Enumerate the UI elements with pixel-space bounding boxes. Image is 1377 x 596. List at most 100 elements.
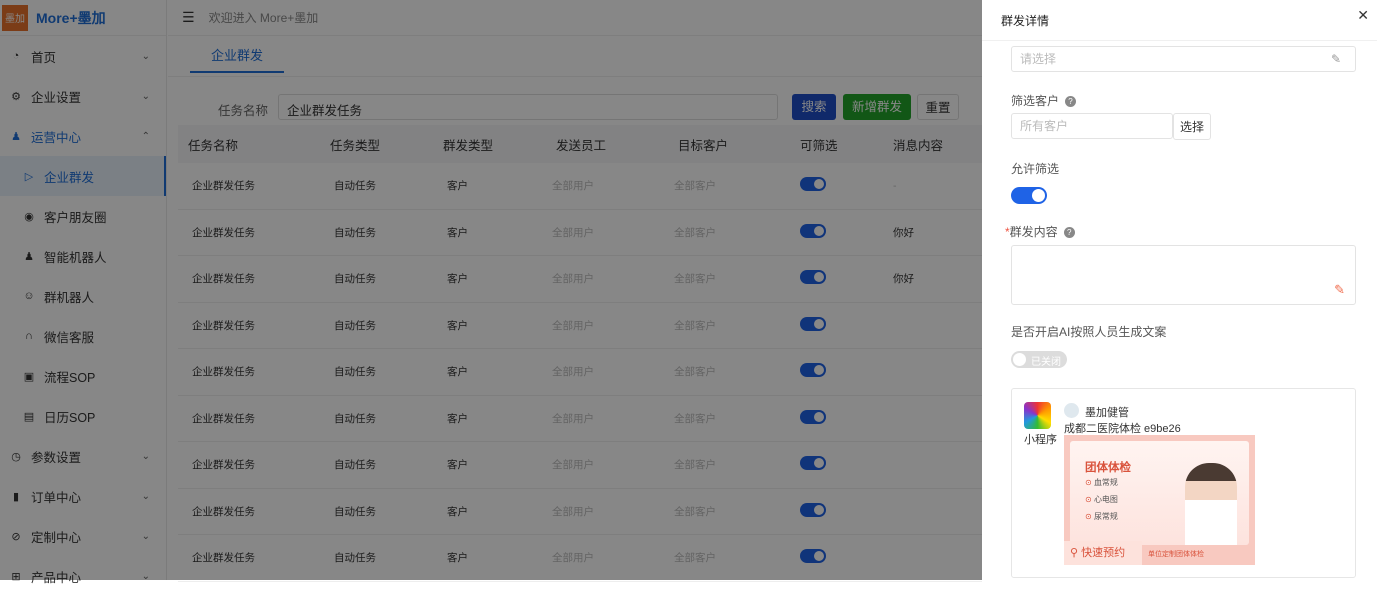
table-cell: 自动任务	[334, 273, 376, 286]
filter-switch[interactable]	[800, 502, 826, 517]
chevron-icon: ⌄	[141, 570, 150, 582]
welcome-text: 欢迎进入 More+墨加	[208, 11, 319, 25]
magic-wand-icon[interactable]: ✎	[1334, 282, 1345, 297]
help-icon[interactable]: ?	[1063, 227, 1075, 238]
sidebar-item-8[interactable]: ▣ 流程SOP	[0, 356, 166, 396]
miniprogram-icon	[1024, 402, 1051, 429]
add-mass-send-button[interactable]: 新增群发	[843, 94, 911, 120]
filter-switch[interactable]	[800, 316, 826, 331]
chevron-icon: ⌄	[141, 450, 150, 462]
table-cell: 全部用户	[552, 180, 594, 193]
android-icon: ♟	[24, 250, 34, 263]
table-cell: 全部用户	[552, 226, 594, 239]
sidebar-item-12[interactable]: ⊘ 定制中心 ⌄	[0, 516, 166, 556]
table-cell: 客户	[447, 412, 468, 425]
filter-cell	[790, 270, 883, 287]
doctor-image	[1185, 463, 1237, 545]
check-circle-icon: ⊙	[1085, 478, 1092, 487]
content-textarea[interactable]: ✎	[1011, 245, 1356, 305]
chevron-icon: ⌄	[141, 50, 150, 62]
app-title: More+墨加	[36, 9, 106, 26]
close-icon[interactable]: ✕	[1357, 7, 1369, 23]
filter-switch[interactable]	[800, 223, 826, 238]
table-cell: 自动任务	[334, 459, 376, 472]
sidebar-item-label: 日历SOP	[44, 410, 96, 425]
filter-switch[interactable]	[800, 270, 826, 285]
sidebar-item-9[interactable]: ▤ 日历SOP	[0, 396, 166, 436]
table-cell: 全部用户	[552, 412, 594, 425]
search-button[interactable]: 搜索	[792, 94, 836, 120]
table-cell: 自动任务	[334, 180, 376, 193]
sidebar-item-label: 定制中心	[31, 530, 82, 545]
filter-switch[interactable]	[800, 363, 826, 378]
table-row: 企业群发任务 自动任务 客户 全部用户 全部客户	[178, 349, 982, 396]
banner-item: ⊙ 血常规	[1085, 477, 1118, 488]
modal-overlay[interactable]	[0, 0, 982, 580]
table-cell: 客户	[447, 319, 468, 332]
sidebar-item-label: 群机器人	[44, 290, 95, 305]
search-bar: 任务名称 企业群发任务 搜索 新增群发 重置	[178, 94, 978, 120]
table-cell: 客户	[447, 366, 468, 379]
column-header: 目标客户	[678, 138, 729, 153]
filter-cell	[790, 409, 883, 427]
select-input[interactable]: 请选择 ✎	[1011, 46, 1356, 72]
sidebar-item-0[interactable]: ◔ 首页 ⌄	[0, 36, 166, 76]
table-cell: 自动任务	[334, 552, 376, 565]
book-now-button: ⚲ 快速预约	[1064, 541, 1142, 565]
table-row: 企业群发任务 自动任务 客户 全部用户 全部客户	[178, 442, 982, 489]
table-cell: 全部用户	[552, 319, 594, 332]
sidebar-item-6[interactable]: ☺ 群机器人	[0, 276, 166, 316]
allow-filter-label: 允许筛选	[1011, 162, 1060, 176]
sidebar-item-5[interactable]: ♟ 智能机器人	[0, 236, 166, 276]
sidebar-item-label: 微信客服	[44, 330, 95, 345]
table-cell: 全部客户	[674, 319, 716, 332]
filter-customer-input[interactable]: 所有客户	[1011, 113, 1173, 139]
tab-mass-send[interactable]: 企业群发	[190, 37, 284, 73]
task-name-label: 任务名称	[218, 104, 269, 118]
table-cell: 企业群发任务	[192, 505, 255, 518]
book-now-text: 快速预约	[1081, 547, 1126, 559]
headset-icon: ∩	[25, 330, 33, 342]
sidebar-item-label: 首页	[31, 50, 57, 65]
sidebar-item-10[interactable]: ◷ 参数设置 ⌄	[0, 436, 166, 476]
filter-switch[interactable]	[800, 177, 826, 192]
detail-drawer: 群发详情 ✕ 请选择 ✎ 筛选客户? 所有客户 选择 允许筛选 *群发内容? ✎…	[982, 0, 1377, 580]
topbar: ☰ 欢迎进入 More+墨加	[168, 0, 1377, 36]
filter-switch[interactable]	[800, 409, 826, 424]
sidebar-item-1[interactable]: ⚙ 企业设置 ⌄	[0, 76, 166, 116]
menu-fold-icon[interactable]: ☰	[182, 9, 195, 25]
compass-icon: ⊘	[11, 530, 21, 543]
dashboard-icon: ◔	[12, 50, 20, 62]
table-row: 企业群发任务 自动任务 客户 全部用户 全部客户 你好	[178, 210, 982, 256]
filter-switch[interactable]	[800, 456, 826, 471]
sidebar-item-3[interactable]: ▷ 企业群发	[0, 156, 166, 196]
filter-cell	[790, 223, 883, 241]
allow-filter-switch[interactable]	[1011, 187, 1047, 204]
task-name-input[interactable]: 企业群发任务	[278, 94, 778, 120]
miniprogram-card[interactable]: 小程序 墨加健管 成都二医院体检 e9be26 团体体检 ⊙ 血常规 ⊙ 心电图 ⊙…	[1011, 388, 1356, 578]
filter-switch[interactable]	[800, 549, 826, 564]
sidebar-item-2[interactable]: ♟ 运营中心 ⌃	[0, 116, 166, 156]
help-icon[interactable]: ?	[1065, 96, 1077, 107]
table-cell: 自动任务	[334, 319, 376, 332]
content-label: *群发内容?	[1005, 223, 1075, 240]
table-cell: 全部用户	[552, 505, 594, 518]
table-cell: 客户	[447, 505, 468, 518]
filter-cell	[790, 549, 883, 566]
ai-switch[interactable]: 已关闭	[1011, 351, 1067, 368]
ai-switch-text: 已关闭	[1031, 357, 1061, 368]
table-cell: 企业群发任务	[192, 273, 255, 286]
reset-button[interactable]: 重置	[917, 94, 959, 120]
table-cell: 你好	[893, 226, 914, 239]
table-cell: 客户	[447, 459, 468, 472]
sidebar-item-label: 订单中心	[31, 490, 82, 505]
chevron-icon: ⌄	[141, 490, 150, 502]
sidebar-item-4[interactable]: ◉ 客户朋友圈	[0, 196, 166, 236]
sidebar-item-11[interactable]: ▮ 订单中心 ⌄	[0, 476, 166, 516]
banner-title: 团体体检	[1085, 462, 1131, 474]
table-cell: 自动任务	[334, 505, 376, 518]
check-circle-icon: ⊙	[1085, 495, 1092, 504]
sidebar-item-7[interactable]: ∩ 微信客服	[0, 316, 166, 356]
choose-button[interactable]: 选择	[1173, 113, 1211, 140]
robot-icon: ☺	[23, 290, 35, 302]
